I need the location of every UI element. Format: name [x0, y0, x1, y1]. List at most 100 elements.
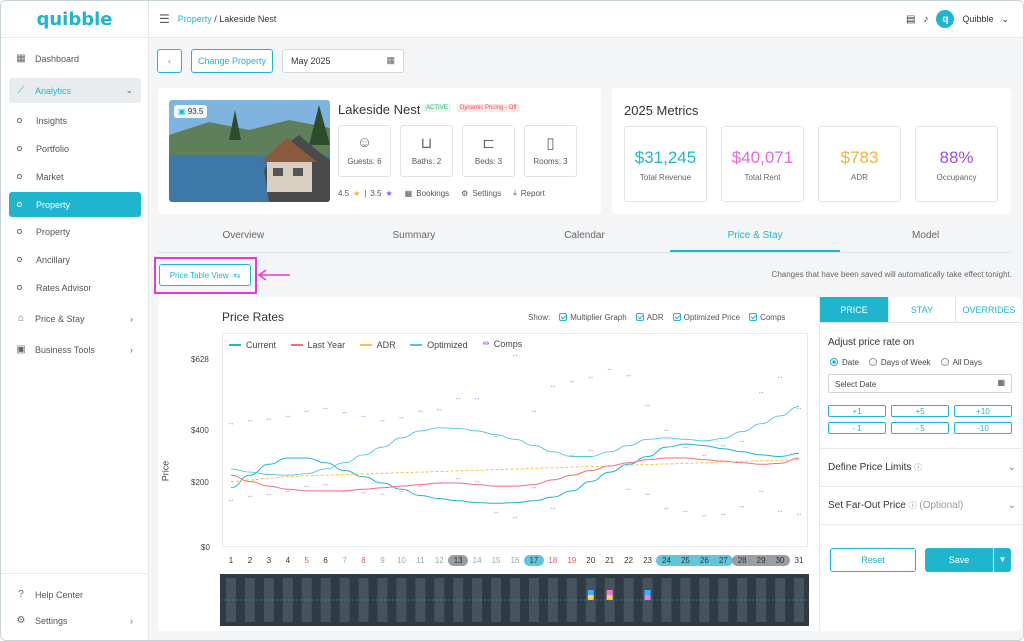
radio-days-of-week[interactable]: Days of Week: [868, 358, 931, 367]
tab-calendar[interactable]: Calendar: [564, 230, 605, 241]
metrics-title: 2025 Metrics: [624, 103, 699, 118]
comps-point: ↔: [474, 478, 481, 485]
change-property-button[interactable]: Change Property: [191, 49, 273, 73]
sidebar-item-portfolio[interactable]: Portfolio: [9, 136, 141, 161]
sidebar-item-settings[interactable]: ⚙ Settings ›: [16, 614, 133, 626]
day-label[interactable]: 10: [396, 556, 406, 565]
comps-point: ↔: [284, 487, 291, 494]
clipboard-icon[interactable]: ▤: [905, 13, 916, 25]
day-label[interactable]: 27: [718, 556, 728, 565]
toggle-optimized-price[interactable]: Optimized Price: [672, 313, 740, 322]
price-table-view-button[interactable]: Price Table View ⇆: [159, 264, 251, 286]
reset-button[interactable]: Reset: [830, 548, 916, 572]
day-label[interactable]: 12: [434, 556, 444, 565]
radio-all-days[interactable]: All Days: [940, 358, 982, 367]
day-label[interactable]: 8: [361, 556, 366, 565]
tab-overview[interactable]: Overview: [222, 230, 265, 241]
toggle-comps[interactable]: Comps: [749, 313, 785, 322]
minigraph-bar: [377, 578, 388, 622]
day-label[interactable]: 13: [453, 556, 463, 565]
day-label[interactable]: 21: [605, 556, 615, 565]
day-label[interactable]: 3: [266, 556, 272, 565]
day-label[interactable]: 26: [699, 556, 709, 565]
bell-icon[interactable]: ♪: [923, 13, 929, 25]
day-label[interactable]: 4: [285, 556, 291, 565]
amenity-guests: ☺ Guests: 6: [338, 125, 391, 177]
define-price-limits[interactable]: Define Price Limits ⓘ ⌄: [828, 462, 1016, 473]
day-label[interactable]: 9: [380, 556, 385, 565]
sidebar-item-dashboard[interactable]: ▦ Dashboard: [16, 52, 80, 64]
multiplier-marker: [606, 590, 613, 595]
divider: [820, 448, 1022, 449]
report-link[interactable]: Report: [520, 188, 545, 198]
sidebar-item-property-active[interactable]: Property: [9, 192, 141, 217]
day-label[interactable]: 25: [680, 556, 690, 565]
avatar[interactable]: q: [936, 10, 955, 28]
comps-point: ↔: [246, 493, 253, 500]
day-label[interactable]: 18: [548, 556, 558, 565]
star-icon: ★: [385, 188, 393, 198]
tab-price-stay[interactable]: Price & Stay: [669, 223, 841, 252]
day-label[interactable]: 28: [737, 556, 747, 565]
tab-summary[interactable]: Summary: [392, 230, 436, 241]
sidebar-item-insights[interactable]: Insights: [9, 108, 141, 133]
breadcrumb-parent[interactable]: Property: [177, 14, 212, 24]
sidebar-item-ancillary[interactable]: Ancillary: [9, 247, 141, 272]
day-label[interactable]: 31: [794, 556, 804, 565]
sidebar-item-property[interactable]: Property: [9, 219, 141, 244]
tab-price[interactable]: PRICE: [820, 297, 888, 323]
bookings-link[interactable]: Bookings: [416, 188, 450, 198]
sidebar-item-help-center[interactable]: ? Help Center: [9, 582, 141, 607]
day-label[interactable]: 16: [510, 556, 520, 565]
increment-5-button[interactable]: +5: [891, 405, 949, 417]
comps-point: ↔: [436, 479, 443, 486]
toggle-adr[interactable]: ADR: [635, 313, 664, 322]
day-label[interactable]: 11: [416, 556, 425, 565]
day-label[interactable]: 5: [304, 556, 309, 565]
decrement-10-button[interactable]: -10: [954, 422, 1012, 434]
day-label[interactable]: 14: [472, 556, 482, 565]
month-picker[interactable]: May 2025 ▦: [282, 49, 404, 73]
day-label[interactable]: 19: [567, 556, 577, 565]
radio-date[interactable]: Date: [830, 358, 859, 367]
day-label[interactable]: 30: [775, 556, 785, 565]
day-label[interactable]: 24: [662, 556, 671, 565]
sidebar-item-business-tools[interactable]: ▣ Business Tools ›: [16, 343, 133, 355]
series-line-adr: [230, 459, 800, 482]
tab-stay[interactable]: STAY: [888, 297, 955, 323]
day-label[interactable]: 17: [529, 556, 539, 565]
y-axis-label: Price: [160, 460, 171, 482]
dashboard-icon: ▦: [16, 52, 26, 64]
increment-10-button[interactable]: +10: [954, 405, 1012, 417]
tab-overrides[interactable]: OVERRIDES: [955, 297, 1022, 323]
day-label[interactable]: 29: [756, 556, 766, 565]
day-label[interactable]: 23: [643, 556, 652, 565]
toggle-multiplier-graph[interactable]: Multiplier Graph: [559, 313, 627, 322]
back-button[interactable]: ‹: [157, 49, 182, 73]
settings-link[interactable]: Settings: [472, 188, 502, 198]
decrement-5-button[interactable]: - 5: [891, 422, 949, 434]
tab-model[interactable]: Model: [912, 230, 940, 241]
user-name[interactable]: Quibble: [962, 14, 994, 24]
save-button[interactable]: Save ▼: [925, 548, 1011, 572]
increment-1-button[interactable]: +1: [828, 405, 886, 417]
day-label[interactable]: 7: [342, 556, 347, 565]
day-label[interactable]: 6: [323, 556, 328, 565]
chevron-down-icon[interactable]: ⌄: [1001, 13, 1009, 24]
series-line-optimized: [230, 406, 800, 476]
sidebar-item-price-stay[interactable]: ⌂ Price & Stay ›: [9, 306, 141, 331]
sidebar-item-market[interactable]: Market: [9, 164, 141, 189]
menu-collapse-icon[interactable]: ☰: [159, 12, 170, 26]
caret-down-icon[interactable]: ▼: [993, 548, 1011, 572]
day-label[interactable]: 2: [247, 556, 253, 565]
sidebar-item-analytics[interactable]: ⟋ Analytics ⌄: [9, 78, 141, 103]
day-label[interactable]: 1: [228, 556, 234, 565]
set-far-out-price[interactable]: Set Far-Out Price ⓘ (Optional) ⌄: [828, 500, 1016, 511]
tab-bar: Overview Summary Calendar Price & Stay M…: [158, 223, 1011, 253]
day-label[interactable]: 22: [624, 556, 634, 565]
day-label[interactable]: 15: [491, 556, 501, 565]
day-label[interactable]: 20: [586, 556, 596, 565]
select-date-input[interactable]: Select Date ▦: [828, 374, 1012, 393]
decrement-1-button[interactable]: - 1: [828, 422, 886, 434]
sidebar-item-rates-advisor[interactable]: Rates Advisor: [9, 275, 141, 300]
